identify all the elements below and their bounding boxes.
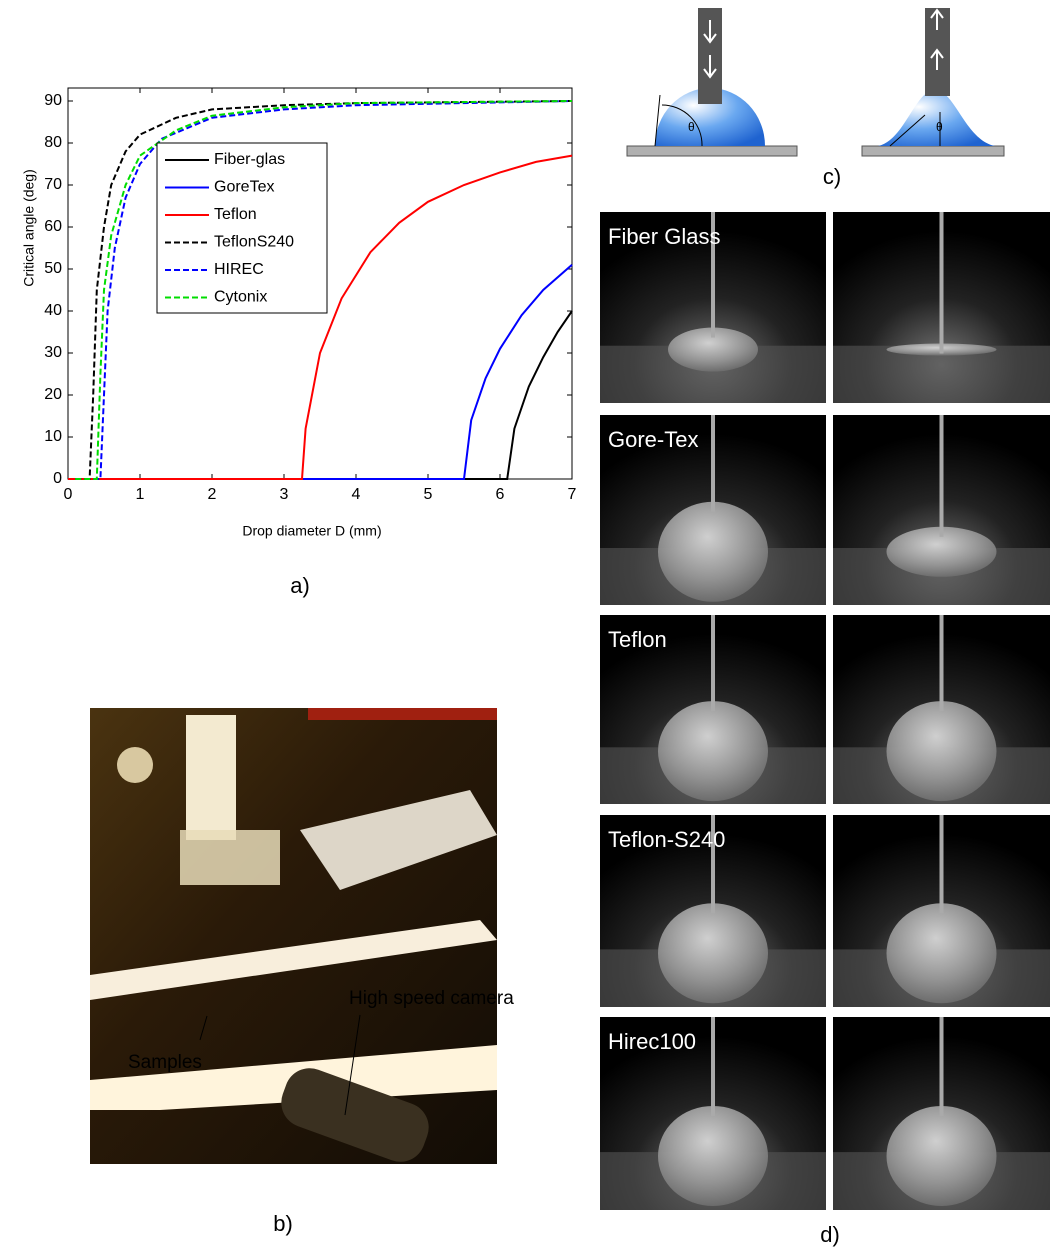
- photo-label: Gore-Tex: [608, 427, 698, 452]
- photo-detail: [180, 830, 280, 885]
- drop: [878, 90, 995, 146]
- drop: [887, 903, 997, 1003]
- needle: [711, 615, 715, 711]
- photo-label: Fiber Glass: [608, 224, 720, 249]
- photo-label: High speed camera: [349, 988, 514, 1009]
- photo-b: High speed camera Samples: [90, 708, 514, 1169]
- photo-detail: [117, 747, 153, 783]
- needle: [711, 415, 715, 512]
- y-tick-label: 60: [44, 218, 62, 235]
- x-axis-label: Drop diameter D (mm): [242, 523, 381, 539]
- surface: [862, 146, 1004, 156]
- page: Critical angle (deg) Drop diameter D (mm…: [0, 0, 1051, 1253]
- legend-box: [157, 143, 327, 313]
- photo-label: Hirec100: [608, 1029, 696, 1054]
- x-tick-label: 2: [208, 486, 217, 503]
- drop: [887, 701, 997, 801]
- drop: [658, 903, 768, 1003]
- diagram-c: θ θ: [627, 8, 1004, 156]
- legend-label: HIREC: [214, 261, 264, 278]
- x-tick-label: 5: [424, 486, 433, 503]
- y-tick-label: 40: [44, 302, 62, 319]
- x-tick-label: 3: [280, 486, 289, 503]
- x-tick-label: 0: [64, 486, 73, 503]
- y-axis-label: Critical angle (deg): [21, 169, 37, 287]
- needle: [940, 815, 944, 913]
- drop: [887, 1106, 997, 1206]
- needle: [940, 615, 944, 711]
- x-tick-label: 6: [496, 486, 505, 503]
- angle-symbol: θ: [936, 120, 943, 134]
- needle: [711, 1017, 715, 1116]
- y-tick-label: 70: [44, 176, 62, 193]
- y-tick-label: 10: [44, 428, 62, 445]
- needle: [940, 415, 944, 537]
- legend-label: TeflonS240: [214, 234, 294, 251]
- legend-label: Cytonix: [214, 289, 267, 306]
- photo-label: Samples: [128, 1052, 202, 1073]
- x-tick-label: 4: [352, 486, 361, 503]
- panel-label: c): [823, 164, 841, 189]
- panel-label: b): [273, 1211, 293, 1236]
- legend-label: Teflon: [214, 206, 257, 223]
- y-tick-label: 50: [44, 260, 62, 277]
- y-tick-label: 90: [44, 92, 62, 109]
- y-tick-label: 30: [44, 344, 62, 361]
- figure: Critical angle (deg) Drop diameter D (mm…: [0, 0, 1051, 1248]
- legend-label: GoreTex: [214, 179, 274, 196]
- drop: [658, 502, 768, 602]
- needle: [940, 212, 944, 354]
- needle: [940, 1017, 944, 1116]
- photos-d: Fiber Glass Gore-Tex Teflon Teflon-S240 Hire…: [600, 212, 1050, 1210]
- panel-label: d): [820, 1222, 840, 1247]
- angle-symbol: θ: [688, 120, 695, 134]
- drop: [658, 1106, 768, 1206]
- photo-label: Teflon-S240: [608, 827, 725, 852]
- panel-label: a): [290, 573, 310, 598]
- surface: [627, 146, 797, 156]
- photo-detail: [308, 708, 497, 720]
- y-tick-label: 80: [44, 134, 62, 151]
- x-tick-label: 7: [568, 486, 577, 503]
- legend-label: Fiber-glas: [214, 151, 285, 168]
- y-tick-label: 20: [44, 386, 62, 403]
- y-tick-label: 0: [53, 470, 62, 487]
- photo-detail: [186, 715, 236, 840]
- drop: [658, 701, 768, 801]
- photo-label: Teflon: [608, 627, 667, 652]
- x-tick-label: 1: [136, 486, 145, 503]
